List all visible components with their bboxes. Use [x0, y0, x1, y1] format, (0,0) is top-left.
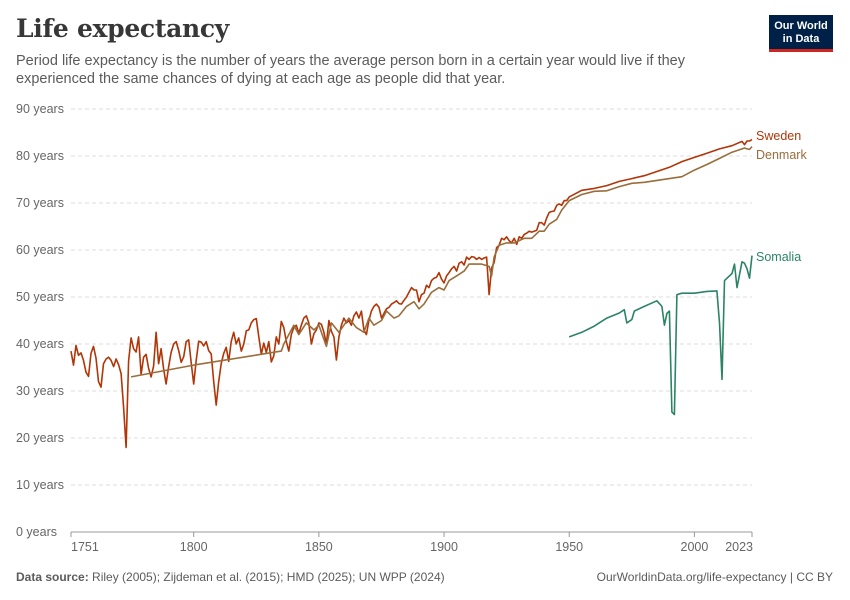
x-tick-label: 2000 — [681, 540, 709, 554]
chart-title: Life expectancy — [16, 14, 230, 43]
series-label-sweden: Sweden — [756, 129, 801, 143]
data-source-label: Data source: — [16, 570, 89, 584]
series-line-somalia[interactable] — [568, 255, 753, 416]
y-tick-label: 20 years — [16, 431, 64, 445]
data-source: Data source: Riley (2005); Zijdeman et a… — [16, 570, 445, 584]
logo-line-2: in Data — [782, 32, 820, 45]
logo-line-1: Our World — [774, 20, 828, 32]
series-label-somalia: Somalia — [756, 250, 801, 264]
series-line-sweden[interactable] — [70, 138, 753, 449]
y-axis-ticks: 0 years 10 years 20 years 30 years 40 years 5… — [16, 102, 64, 539]
y-tick-label: 0 years — [16, 525, 57, 539]
y-tick-label: 70 years — [16, 196, 64, 210]
x-tick-label: 1751 — [71, 540, 99, 554]
y-tick-label: 60 years — [16, 243, 64, 257]
x-tick-label: 2023 — [725, 540, 753, 554]
x-axis-ticks: 1751 1800 1850 1900 1950 2000 2023 — [70, 532, 753, 554]
x-tick-label: 1950 — [555, 540, 583, 554]
y-tick-label: 50 years — [16, 290, 64, 304]
series-labels: Sweden Denmark Somalia — [756, 129, 807, 264]
credit-link[interactable]: OurWorldinData.org/life-expectancy | CC … — [596, 570, 833, 584]
gridlines — [71, 108, 752, 533]
y-tick-label: 90 years — [16, 102, 64, 116]
owid-logo[interactable]: Our World in Data — [769, 15, 833, 52]
x-tick-label: 1800 — [180, 540, 208, 554]
series-line-denmark[interactable] — [130, 146, 753, 378]
y-tick-label: 10 years — [16, 478, 64, 492]
y-tick-label: 30 years — [16, 384, 64, 398]
series-label-denmark: Denmark — [756, 148, 807, 162]
series-lines — [70, 138, 753, 449]
chart-subtitle: Period life expectancy is the number of … — [16, 53, 685, 87]
data-source-text: Riley (2005); Zijdeman et al. (2015); HM… — [88, 570, 445, 584]
y-tick-label: 80 years — [16, 149, 64, 163]
y-tick-label: 40 years — [16, 337, 64, 351]
x-tick-label: 1900 — [430, 540, 458, 554]
x-tick-label: 1850 — [305, 540, 333, 554]
